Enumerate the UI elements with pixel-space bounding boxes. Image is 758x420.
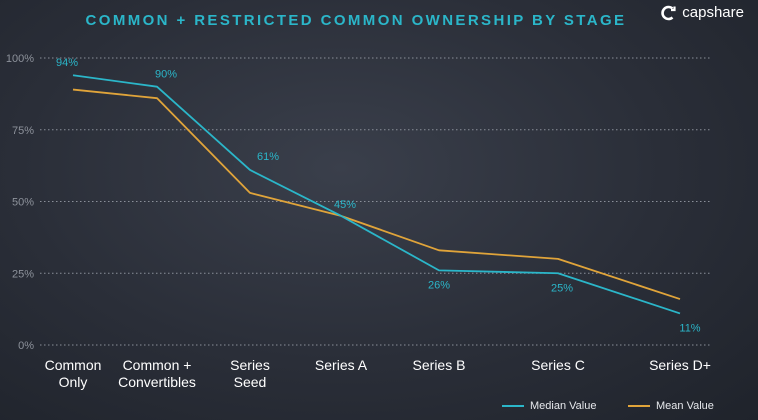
data-label: 45% <box>334 199 356 211</box>
data-label: 90% <box>155 69 177 81</box>
y-tick-label: 75% <box>12 125 34 137</box>
x-tick-label: Series B <box>413 357 466 373</box>
chart-title: COMMON + RESTRICTED COMMON OWNERSHIP BY … <box>85 12 627 29</box>
x-tick-label: Series Seed <box>230 357 270 390</box>
legend-median-label: Median Value <box>530 400 597 412</box>
data-label: 61% <box>257 151 279 163</box>
brand-name: capshare <box>682 4 744 21</box>
y-tick-label: 0% <box>18 340 34 352</box>
legend-median-swatch <box>502 405 524 407</box>
data-label: 94% <box>56 57 78 69</box>
x-tick-label: Series D+ <box>649 357 711 373</box>
legend-median: Median Value <box>502 400 596 412</box>
legend-mean: Mean Value <box>628 400 714 412</box>
y-tick-label: 25% <box>12 268 34 280</box>
legend-mean-label: Mean Value <box>656 400 714 412</box>
brand-logo: capshare <box>660 4 744 21</box>
data-label: 25% <box>551 282 573 294</box>
capshare-logo-icon <box>661 5 676 20</box>
y-tick-label: 50% <box>12 197 34 209</box>
x-tick-label: Series C <box>531 357 585 373</box>
data-label: 11% <box>679 322 700 334</box>
data-label: 26% <box>428 279 450 291</box>
y-tick-label: 100% <box>6 53 34 65</box>
legend-mean-swatch <box>628 405 650 407</box>
median-series-line <box>72 74 681 315</box>
x-tick-label: Common Only <box>45 357 102 390</box>
mean-series-line <box>72 88 681 300</box>
x-tick-label: Common + Convertibles <box>118 357 196 390</box>
x-tick-label: Series A <box>315 357 368 373</box>
